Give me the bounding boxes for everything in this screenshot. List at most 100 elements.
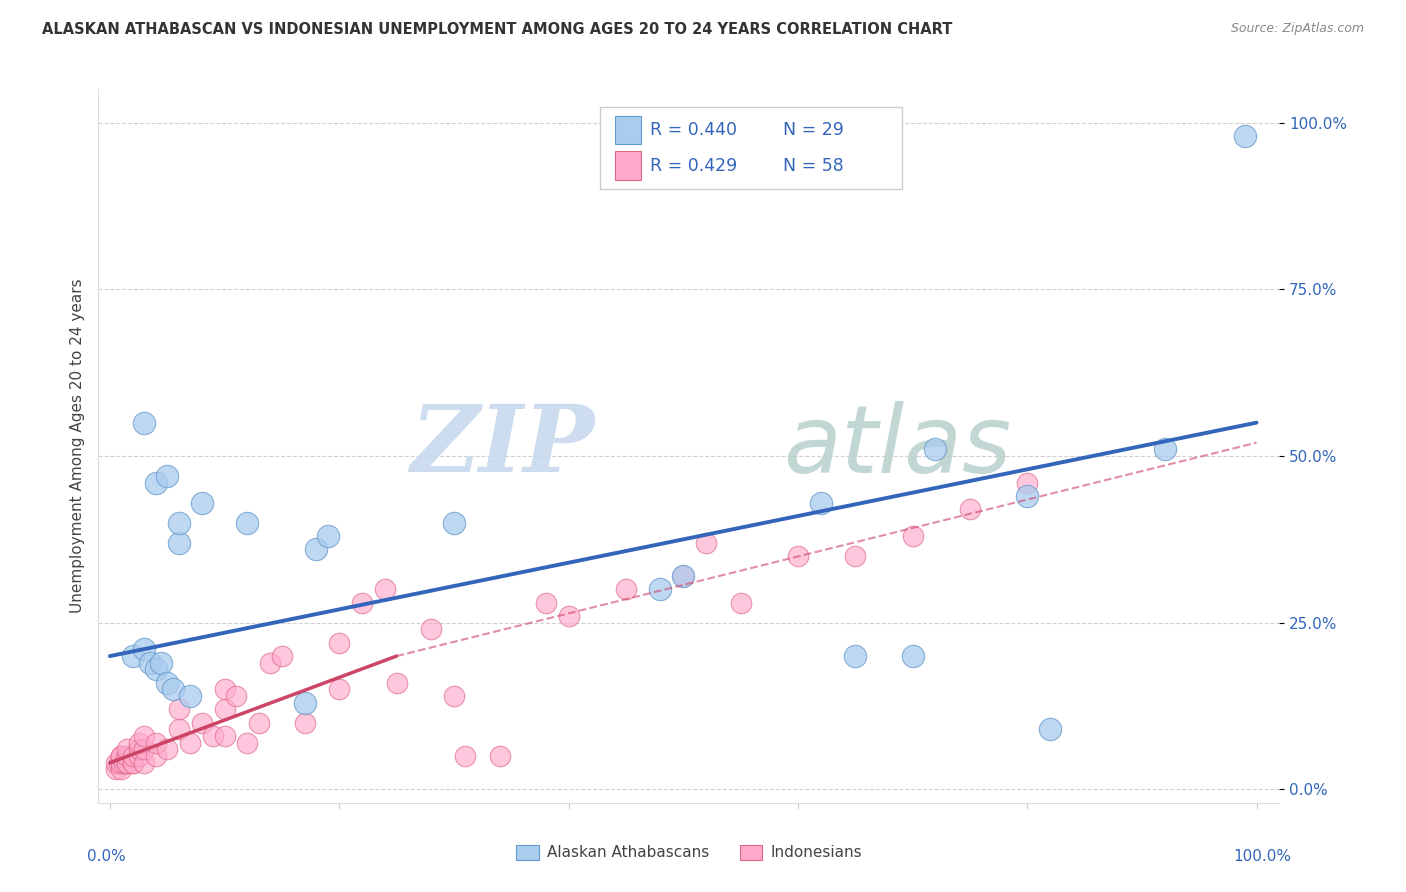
Point	[534, 596, 557, 610]
Point	[443, 516, 465, 530]
Point	[150, 656, 173, 670]
Point	[352, 596, 374, 610]
Point	[179, 689, 201, 703]
Point	[420, 623, 443, 637]
Point	[901, 649, 924, 664]
Point	[294, 715, 316, 730]
Point	[259, 656, 281, 670]
Point	[115, 742, 138, 756]
Text: N = 58: N = 58	[783, 157, 844, 175]
Point	[110, 749, 132, 764]
Point	[328, 636, 350, 650]
Point	[128, 742, 150, 756]
Point	[385, 675, 408, 690]
Point	[156, 742, 179, 756]
Point	[225, 689, 247, 703]
Point	[454, 749, 477, 764]
Point	[844, 649, 866, 664]
Text: N = 29: N = 29	[783, 121, 844, 139]
Point	[730, 596, 752, 610]
Point	[294, 696, 316, 710]
Point	[108, 756, 131, 770]
Point	[121, 756, 143, 770]
Text: 0.0%: 0.0%	[87, 849, 125, 864]
Point	[672, 569, 695, 583]
Point	[128, 736, 150, 750]
Point	[167, 723, 190, 737]
Point	[167, 535, 190, 549]
Point	[145, 749, 167, 764]
Point	[162, 682, 184, 697]
Point	[202, 729, 225, 743]
Point	[1017, 489, 1039, 503]
Point	[316, 529, 339, 543]
Text: 100.0%: 100.0%	[1233, 849, 1291, 864]
Point	[1017, 475, 1039, 490]
Point	[650, 582, 672, 597]
Point	[270, 649, 292, 664]
Point	[134, 756, 156, 770]
Bar	[614, 116, 641, 145]
Point	[104, 763, 127, 777]
Y-axis label: Unemployment Among Ages 20 to 24 years: Unemployment Among Ages 20 to 24 years	[69, 278, 84, 614]
Point	[924, 442, 946, 457]
Point	[139, 656, 162, 670]
Point	[672, 569, 695, 583]
Point	[110, 756, 132, 770]
Point	[110, 749, 132, 764]
Point	[214, 702, 236, 716]
Point	[115, 749, 138, 764]
Point	[145, 475, 167, 490]
Point	[115, 756, 138, 770]
Point	[156, 469, 179, 483]
Point	[179, 736, 201, 750]
Point	[557, 609, 579, 624]
Text: atlas: atlas	[783, 401, 1012, 491]
Point	[1039, 723, 1062, 737]
Point	[247, 715, 270, 730]
Point	[328, 682, 350, 697]
Point	[443, 689, 465, 703]
Point	[305, 542, 328, 557]
Text: ZIP: ZIP	[411, 401, 595, 491]
Point	[112, 756, 135, 770]
Point	[844, 549, 866, 563]
Point	[488, 749, 510, 764]
Point	[190, 496, 212, 510]
Point	[374, 582, 396, 597]
Legend: Alaskan Athabascans, Indonesians: Alaskan Athabascans, Indonesians	[510, 838, 868, 866]
Point	[901, 529, 924, 543]
Point	[167, 516, 190, 530]
Point	[104, 756, 127, 770]
Text: R = 0.429: R = 0.429	[650, 157, 737, 175]
Point	[959, 502, 981, 516]
Point	[128, 749, 150, 764]
Point	[115, 756, 138, 770]
Point	[614, 582, 637, 597]
Point	[134, 416, 156, 430]
Point	[121, 749, 143, 764]
Point	[214, 729, 236, 743]
Point	[236, 736, 259, 750]
Point	[214, 682, 236, 697]
Text: Source: ZipAtlas.com: Source: ZipAtlas.com	[1230, 22, 1364, 36]
Point	[236, 516, 259, 530]
Point	[134, 729, 156, 743]
Point	[110, 763, 132, 777]
Bar	[614, 152, 641, 180]
Point	[134, 642, 156, 657]
Point	[121, 649, 143, 664]
Point	[1234, 128, 1257, 143]
Point	[134, 742, 156, 756]
Point	[695, 535, 717, 549]
FancyBboxPatch shape	[600, 107, 901, 189]
Point	[190, 715, 212, 730]
Point	[1153, 442, 1175, 457]
Point	[145, 736, 167, 750]
Point	[786, 549, 808, 563]
Text: R = 0.440: R = 0.440	[650, 121, 737, 139]
Point	[167, 702, 190, 716]
Point	[156, 675, 179, 690]
Point	[145, 662, 167, 676]
Text: ALASKAN ATHABASCAN VS INDONESIAN UNEMPLOYMENT AMONG AGES 20 TO 24 YEARS CORRELAT: ALASKAN ATHABASCAN VS INDONESIAN UNEMPLO…	[42, 22, 952, 37]
